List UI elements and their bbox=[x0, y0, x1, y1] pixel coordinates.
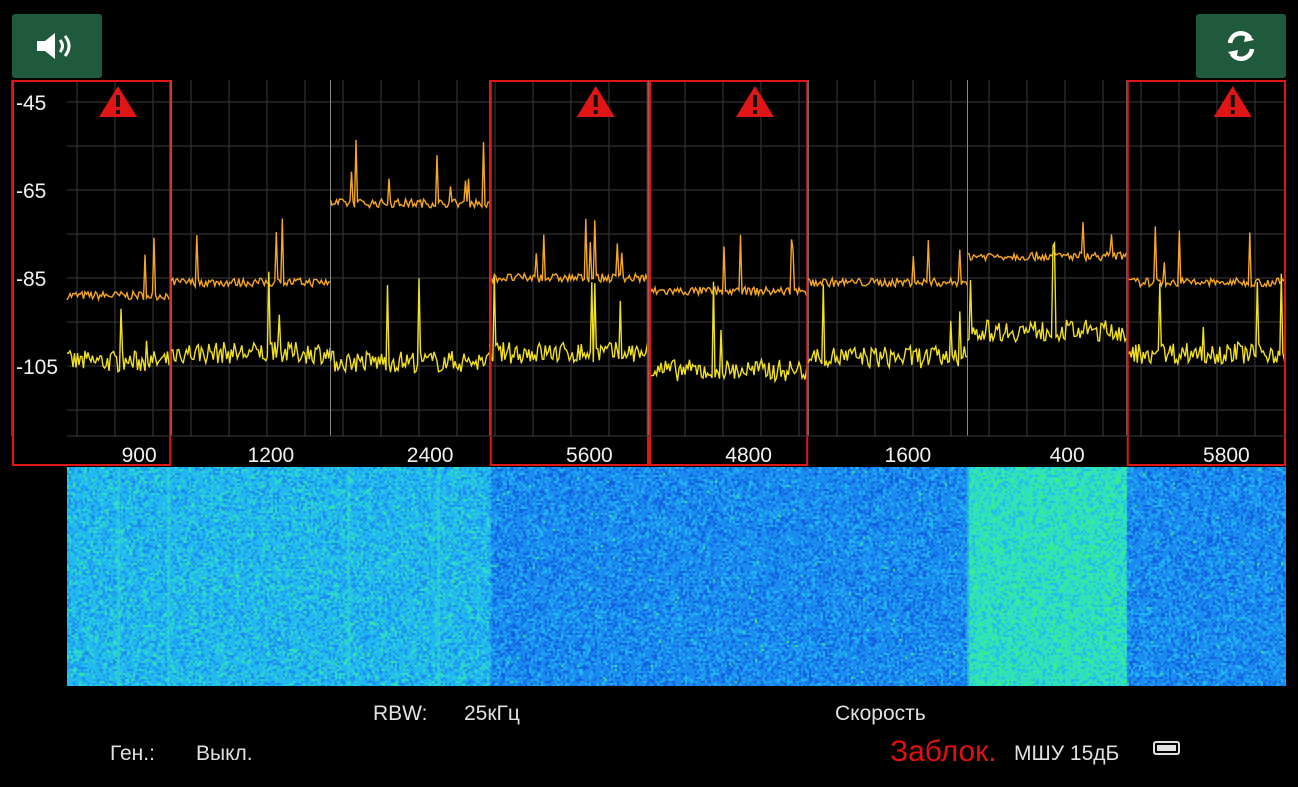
warning-icon-dot bbox=[753, 110, 757, 114]
current-trace bbox=[66, 308, 171, 374]
speed-label[interactable]: Скорость bbox=[835, 702, 926, 725]
current-trace bbox=[329, 278, 491, 374]
band-label: 1600 bbox=[885, 444, 932, 467]
max-hold-trace bbox=[329, 139, 490, 210]
rbw-label: RBW: bbox=[373, 702, 428, 725]
max-hold-trace bbox=[66, 237, 171, 302]
blocked-status: Заблок. bbox=[890, 735, 997, 768]
refresh-icon bbox=[1227, 30, 1255, 62]
battery-icon bbox=[1153, 741, 1180, 755]
current-trace bbox=[170, 271, 331, 366]
current-trace bbox=[807, 284, 968, 371]
band-label: 5600 bbox=[566, 444, 613, 467]
alert-frame bbox=[489, 80, 649, 466]
y-tick-label: -85 bbox=[16, 268, 46, 291]
band-label: 5800 bbox=[1203, 444, 1250, 467]
lna-status[interactable]: МШУ 15дБ bbox=[1014, 742, 1120, 765]
speaker-volume-icon bbox=[37, 33, 71, 59]
max-hold-trace bbox=[807, 240, 968, 289]
warning-icon-mark bbox=[116, 95, 120, 107]
band-label: 1200 bbox=[248, 444, 295, 467]
current-trace bbox=[489, 277, 650, 364]
max-hold-trace bbox=[967, 221, 1128, 264]
max-hold-trace bbox=[1126, 226, 1287, 289]
y-tick-label: -65 bbox=[16, 180, 46, 203]
current-trace bbox=[648, 281, 809, 384]
y-tick-label: -105 bbox=[16, 356, 58, 379]
band-label: 2400 bbox=[407, 444, 454, 467]
max-hold-trace bbox=[489, 218, 650, 286]
rbw-value[interactable]: 25кГц bbox=[464, 702, 520, 725]
generator-value[interactable]: Выкл. bbox=[196, 742, 253, 765]
refresh-button[interactable] bbox=[1196, 14, 1286, 78]
band-label: 900 bbox=[122, 444, 157, 467]
warning-icon-dot bbox=[116, 110, 120, 114]
alert-frame bbox=[12, 80, 172, 466]
generator-label: Ген.: bbox=[110, 742, 155, 765]
max-hold-trace bbox=[648, 234, 809, 298]
warning-icon-mark bbox=[593, 95, 598, 107]
sound-button[interactable] bbox=[12, 14, 102, 78]
alert-frame bbox=[1126, 80, 1286, 466]
warning-icon-mark bbox=[1230, 95, 1235, 107]
warning-icon-dot bbox=[593, 110, 598, 114]
max-hold-trace bbox=[170, 218, 331, 290]
y-tick-label: -45 bbox=[16, 92, 46, 115]
warning-icon-dot bbox=[1230, 110, 1235, 114]
band-label: 400 bbox=[1050, 444, 1085, 467]
warning-icon-mark bbox=[753, 95, 757, 107]
alert-frame bbox=[649, 80, 809, 466]
current-trace bbox=[1126, 273, 1287, 367]
waterfall-display bbox=[67, 467, 1286, 686]
spectrum-chart: -45 -65 -85 -105 900 1200 2400 5600 4800 1600 400 5… bbox=[11, 80, 1287, 467]
band-label: 4800 bbox=[725, 444, 772, 467]
current-trace bbox=[966, 240, 1128, 344]
